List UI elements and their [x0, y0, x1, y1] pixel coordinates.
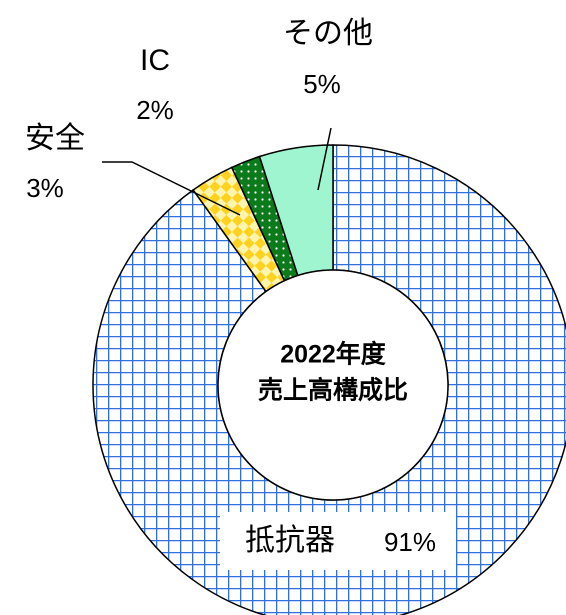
value-label: 2%: [136, 95, 174, 125]
label-box: [220, 512, 456, 570]
leader-line: [102, 161, 241, 216]
leader-line: [317, 127, 332, 191]
category-label: IC: [140, 44, 170, 77]
value-label: 91%: [384, 527, 436, 557]
category-label: 抵抗器: [245, 524, 335, 557]
center-label: 2022年度: [280, 340, 386, 369]
center-label: 売上高構成比: [258, 376, 408, 405]
category-label: その他: [283, 17, 373, 50]
value-label: 3%: [26, 173, 64, 203]
category-label: 安全: [25, 122, 85, 155]
donut-hole: [217, 269, 449, 501]
value-label: 5%: [303, 69, 341, 99]
